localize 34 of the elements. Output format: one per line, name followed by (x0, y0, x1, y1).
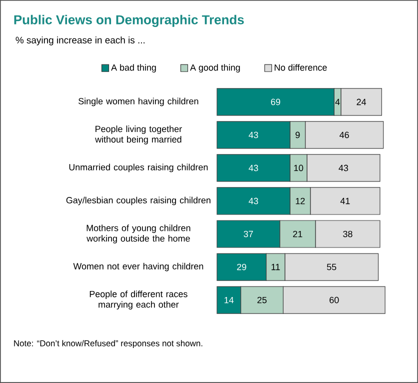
data-label: 12 (296, 198, 305, 204)
text: Note: “Don’t know/Refused” responses not shown. (14, 340, 202, 348)
data-label: 37 (244, 230, 253, 238)
data-label: 14 (224, 296, 234, 304)
data-label: 25 (257, 296, 267, 304)
y-tick-label: Women not ever having children (73, 262, 204, 272)
data-label: 43 (248, 132, 258, 138)
data-label: 43 (338, 164, 348, 172)
legend-label: A bad thing (111, 64, 156, 72)
data-label: 60 (330, 296, 339, 304)
data-label: 21 (293, 230, 302, 238)
y-tick-label: Gay/lesbian couples raising children (66, 196, 210, 206)
data-label: 41 (340, 198, 350, 204)
y-tick-label: Mothers of young children working outside the home (86, 224, 190, 244)
data-label: 10 (294, 164, 304, 172)
data-label: 43 (248, 198, 258, 204)
data-label: 29 (237, 264, 246, 270)
y-tick-label: People of different races marrying each other (90, 290, 188, 310)
data-label: 55 (326, 264, 336, 270)
text: % saying increase in each is ... (16, 36, 145, 46)
data-label: 4 (335, 98, 340, 106)
data-label: 24 (356, 98, 366, 106)
data-label: 9 (296, 132, 300, 138)
legend-label: No difference (274, 64, 327, 71)
y-tick-label: People living together without being married (95, 126, 182, 144)
data-label: 11 (272, 264, 280, 270)
y-tick-label: Single women having children (78, 98, 198, 106)
data-label: 38 (343, 230, 352, 238)
data-label: 43 (248, 164, 258, 172)
legend-label: A good thing (190, 64, 240, 72)
data-label: 46 (340, 132, 349, 138)
chart-title: Public Views on Demographic Trends (14, 14, 244, 27)
y-tick-label: Unmarried couples raising children (69, 164, 208, 172)
data-label: 69 (271, 98, 280, 106)
